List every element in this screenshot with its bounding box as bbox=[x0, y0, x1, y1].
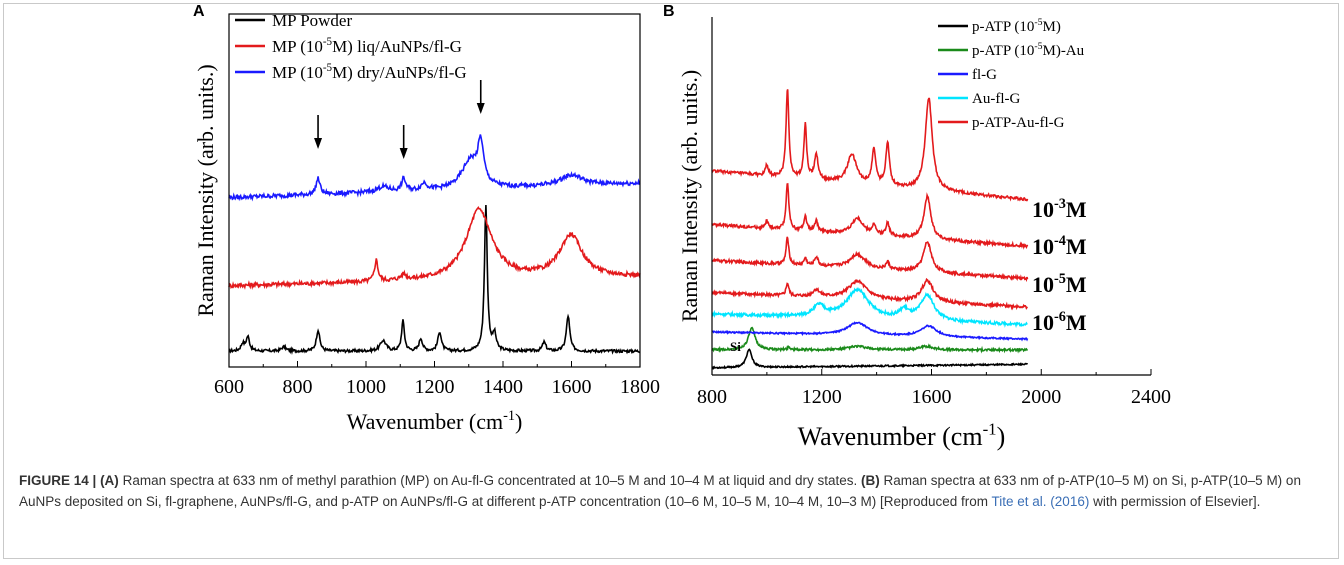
caption-part-b-text: Raman spectra at 633 nm of p-ATP(10–5 M)… bbox=[19, 473, 1301, 509]
series-line-7 bbox=[711, 183, 1029, 250]
series-line-6 bbox=[711, 236, 1029, 283]
legend-label-a: MP Powder bbox=[272, 11, 352, 30]
series-line-5 bbox=[711, 277, 1028, 311]
x-tick-label: 1600 bbox=[552, 376, 592, 398]
peak-arrow-head bbox=[476, 103, 485, 114]
concentration-label: 10-5M bbox=[1032, 271, 1087, 297]
caption-reference-tail: with permission of Elsevier]. bbox=[1093, 494, 1261, 509]
x-tick-label: 600 bbox=[214, 376, 244, 398]
legend-label-a: MP (10-5M) liq/AuNPs/fl-G bbox=[272, 36, 462, 56]
series-line-3 bbox=[711, 321, 1029, 342]
chart-panel-a: A 600 800 1000 1200 1400 1600 1800 Wavenumber (c… bbox=[193, 3, 660, 434]
caption-part-b-label: (B) bbox=[861, 473, 880, 488]
caption-part-a-label: (A) bbox=[100, 473, 119, 488]
series-line-3 bbox=[228, 134, 641, 202]
x-tick-label: 1600 bbox=[912, 386, 952, 408]
legend-label-a: MP (10-5M) dry/AuNPs/fl-G bbox=[272, 62, 467, 82]
x-axis-label: Wavenumber (cm-1) bbox=[347, 408, 523, 434]
x-tick-label: 800 bbox=[283, 376, 313, 398]
x-tick-label: 1000 bbox=[346, 376, 386, 398]
y-axis-label: Raman Intensity (arb. units.) bbox=[193, 64, 218, 316]
series-line-2 bbox=[228, 206, 641, 290]
concentration-label: 10-3M bbox=[1032, 196, 1087, 222]
x-axis-label: Wavenumber (cm-1) bbox=[798, 420, 1006, 451]
x-tick-label: 800 bbox=[697, 386, 727, 408]
peak-arrow-head bbox=[314, 138, 323, 149]
si-peak-label: Si bbox=[730, 339, 741, 354]
concentration-label: 10-6M bbox=[1032, 309, 1087, 335]
figure-caption: FIGURE 14 | (A) Raman spectra at 633 nm … bbox=[19, 470, 1319, 512]
x-tick-label: 1200 bbox=[415, 376, 455, 398]
legend-label-b: p-ATP (10-5M) bbox=[972, 17, 1061, 35]
caption-figure-label: FIGURE 14 | bbox=[19, 473, 97, 488]
caption-part-a-text: Raman spectra at 633 nm of methyl parath… bbox=[122, 473, 858, 488]
legend-label-b: Au-fl-G bbox=[972, 91, 1020, 107]
figure-frame bbox=[3, 3, 1339, 559]
caption-reference-link[interactable]: Tite et al. (2016) bbox=[991, 494, 1090, 509]
concentration-label: 10-4M bbox=[1032, 233, 1087, 259]
x-tick-label: 2400 bbox=[1131, 386, 1171, 408]
series-line-4 bbox=[711, 286, 1028, 329]
legend-label-b: p-ATP (10-5M)-Au bbox=[972, 41, 1085, 59]
panel-letter-a: A bbox=[193, 3, 205, 20]
series-line-1 bbox=[711, 348, 1029, 370]
x-tick-label: 2000 bbox=[1021, 386, 1061, 408]
x-tick-label: 1400 bbox=[483, 376, 523, 398]
panel-letter-b: B bbox=[663, 3, 675, 20]
legend-label-b: fl-G bbox=[972, 67, 997, 83]
series-line-8 bbox=[711, 89, 1029, 202]
chart-panel-b: B 800 1200 1600 2000 2400 Wavenumber (cm-1) Ram… bbox=[663, 3, 1171, 451]
legend-label-b: p-ATP-Au-fl-G bbox=[972, 115, 1065, 131]
series-line-1 bbox=[228, 204, 640, 355]
y-axis-label: Raman Intensity (arb. units.) bbox=[677, 70, 702, 322]
x-tick-label: 1200 bbox=[802, 386, 842, 408]
series-line-2 bbox=[711, 326, 1029, 354]
peak-arrow-head bbox=[399, 148, 408, 159]
x-tick-label: 1800 bbox=[620, 376, 660, 398]
